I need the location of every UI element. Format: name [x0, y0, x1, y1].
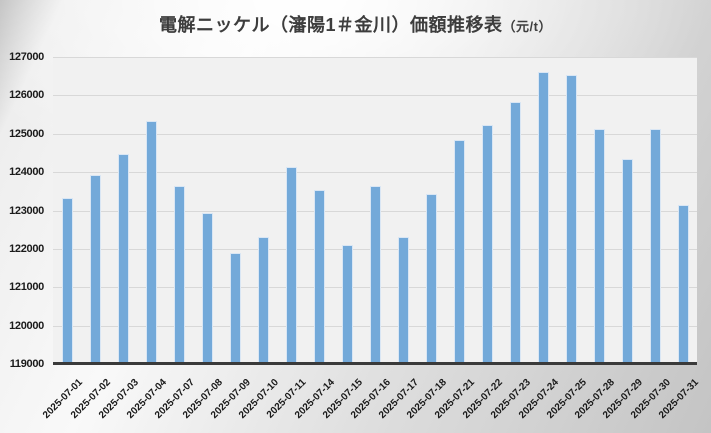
- bar: [537, 71, 549, 362]
- y-tick-label: 119000: [9, 358, 45, 370]
- bar: [649, 129, 661, 362]
- x-axis-line: [53, 362, 697, 365]
- gridline: [53, 172, 697, 174]
- bar: [481, 124, 493, 362]
- bar: [257, 236, 269, 362]
- y-tick-label: 125000: [9, 127, 44, 140]
- chart-title-main: 電解ニッケル（瀋陽1＃金川）価額推移表: [159, 15, 503, 35]
- bar: [145, 120, 157, 362]
- bar: [89, 175, 101, 362]
- bar: [341, 244, 353, 362]
- bar: [565, 74, 577, 362]
- bar: [117, 154, 129, 362]
- bar: [425, 194, 437, 362]
- y-tick-label: 122000: [9, 242, 44, 255]
- bar: [173, 185, 185, 362]
- bar: [313, 190, 325, 362]
- gridline: [53, 57, 697, 58]
- bar: [453, 140, 465, 362]
- y-tick-label: 127000: [9, 51, 44, 63]
- y-tick-label: 124000: [9, 166, 44, 179]
- bar: [229, 252, 241, 362]
- x-axis: 2025-07-01 2025-07-02 2025-07-03 2025-07-04…: [41, 367, 701, 433]
- gridline: [53, 133, 697, 135]
- plot-area: [53, 57, 697, 365]
- bar: [369, 186, 381, 362]
- bar: [509, 101, 521, 362]
- bar: [201, 213, 213, 362]
- bar: [677, 205, 689, 362]
- chart-title-unit: （元/t）: [502, 19, 552, 34]
- bar: [593, 129, 605, 362]
- y-tick-label: 126000: [9, 89, 44, 102]
- y-tick-label: 121000: [9, 281, 44, 294]
- y-axis: 127000 126000 125000 124000 123000 122000 1210…: [0, 51, 44, 370]
- bar: [61, 197, 73, 362]
- chart-title: 電解ニッケル（瀋陽1＃金川）価額推移表（元/t）: [0, 11, 711, 37]
- y-tick-label: 120000: [9, 319, 44, 332]
- bar: [397, 236, 409, 362]
- gridline: [53, 95, 697, 97]
- y-tick-label: 123000: [9, 204, 44, 217]
- bar: [621, 159, 633, 362]
- bar: [285, 167, 297, 362]
